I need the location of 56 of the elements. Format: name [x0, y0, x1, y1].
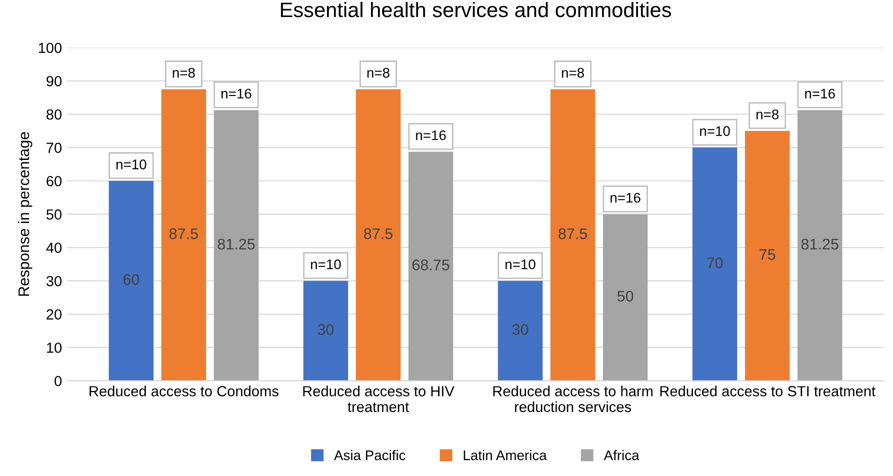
data-label: 60 — [123, 274, 140, 285]
data-label: 87.5 — [558, 228, 588, 240]
annotation: n=16 — [805, 88, 835, 99]
data-label: 30 — [512, 324, 528, 335]
bar — [356, 89, 401, 381]
bar — [214, 110, 259, 381]
annotation: n=10 — [116, 159, 146, 170]
legend-label: Asia Pacific — [334, 450, 406, 460]
legend-label: Latin America — [464, 450, 547, 460]
bar — [161, 89, 206, 381]
data-label: 50 — [617, 290, 634, 302]
x-tick-label: Reduced access to HIV treatment — [303, 386, 454, 412]
data-label: 30 — [318, 324, 334, 335]
bar — [744, 130, 790, 381]
annotation: n=10 — [311, 259, 341, 270]
data-label: 70 — [707, 257, 723, 268]
y-tick-label: 90 — [46, 76, 62, 86]
annotation: n=10 — [506, 259, 536, 270]
y-tick-label: 30 — [46, 276, 62, 286]
legend-label: Africa — [604, 450, 640, 460]
bar — [550, 89, 596, 381]
annotation: n=16 — [416, 130, 446, 140]
annotation: n=8 — [562, 68, 584, 78]
y-tick-label: 100 — [38, 42, 62, 54]
y-tick-label: 40 — [46, 242, 62, 253]
bar — [602, 214, 648, 381]
data-label: 81.25 — [218, 238, 255, 250]
bar — [303, 280, 348, 381]
y-tick-label: 10 — [47, 342, 62, 353]
chart-title: Essential health services and commodities — [280, 2, 672, 18]
bar — [498, 280, 543, 381]
bar — [408, 152, 454, 381]
y-tick-label: 50 — [46, 209, 62, 220]
data-label: 81.25 — [801, 238, 838, 250]
y-tick-label: 0 — [54, 376, 62, 386]
bar — [692, 148, 738, 381]
y-tick-label: 80 — [46, 109, 62, 120]
y-tick-label: 60 — [46, 176, 62, 186]
y-axis-title: Response in percentage — [18, 132, 32, 296]
y-tick-label: 70 — [46, 142, 62, 153]
x-tick-label: Reduced access to harm reduction services — [493, 386, 652, 412]
data-label: 75 — [760, 249, 776, 260]
annotation: n=8 — [367, 68, 390, 78]
annotation: n=16 — [610, 192, 640, 203]
bar — [797, 110, 842, 381]
annotation: n=10 — [700, 126, 730, 136]
data-label: 68.75 — [412, 260, 450, 270]
y-tick-label: 20 — [46, 309, 62, 320]
data-label: 87.5 — [170, 228, 198, 240]
annotation: n=8 — [172, 68, 195, 78]
x-tick-label: Reduced access to STI treatment — [660, 386, 876, 396]
annotation: n=16 — [222, 88, 252, 99]
x-tick-label: Reduced access to Condoms — [90, 386, 278, 396]
annotation: n=8 — [756, 110, 779, 120]
data-label: 87.5 — [364, 228, 392, 240]
bar — [108, 180, 154, 381]
